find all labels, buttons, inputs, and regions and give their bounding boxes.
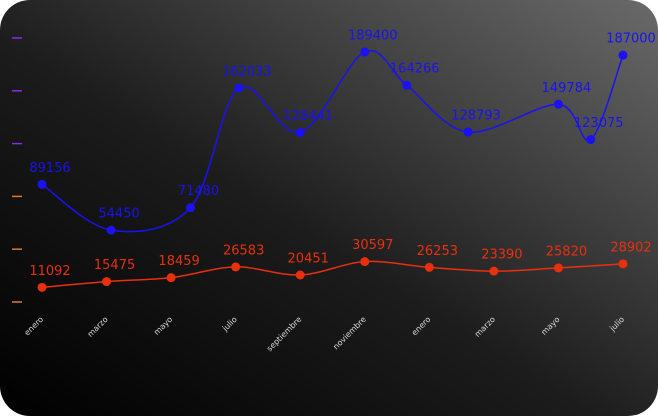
point — [102, 277, 112, 287]
point — [424, 262, 434, 272]
data-label: 89156 — [29, 161, 70, 176]
data-label: 189400 — [348, 28, 398, 43]
point — [553, 99, 563, 109]
data-label: 26583 — [223, 243, 264, 258]
series-line — [41, 49, 624, 233]
point — [360, 257, 370, 267]
point — [618, 259, 628, 269]
point — [618, 50, 628, 60]
point — [234, 83, 244, 93]
point — [231, 262, 241, 272]
data-label: 123075 — [574, 116, 624, 131]
point — [553, 263, 563, 273]
point — [489, 266, 499, 276]
point — [360, 47, 370, 57]
point — [586, 135, 596, 145]
data-label: 20451 — [288, 252, 329, 267]
point — [295, 270, 305, 280]
series-line — [41, 260, 624, 289]
data-label: 23390 — [481, 248, 522, 263]
data-label: 25820 — [546, 244, 587, 259]
point — [106, 225, 116, 235]
data-label: 28902 — [610, 240, 651, 255]
point — [37, 282, 47, 292]
data-label: 18459 — [158, 254, 199, 269]
point — [295, 127, 305, 137]
point — [166, 273, 176, 283]
point — [402, 80, 412, 90]
data-label: 164266 — [390, 62, 440, 77]
data-label: 15475 — [94, 258, 135, 273]
data-label: 162033 — [222, 65, 272, 80]
data-label: 54450 — [98, 207, 139, 222]
data-label: 26253 — [417, 244, 458, 259]
data-label: 11092 — [29, 264, 70, 279]
data-label: 30597 — [352, 238, 393, 253]
data-label: 187000 — [606, 32, 656, 47]
point — [37, 179, 47, 189]
point — [185, 203, 195, 213]
data-label: 71480 — [178, 184, 219, 199]
point — [463, 127, 473, 137]
data-label: 128793 — [451, 108, 501, 123]
data-label: 128441 — [283, 109, 333, 124]
data-label: 149784 — [542, 81, 592, 96]
